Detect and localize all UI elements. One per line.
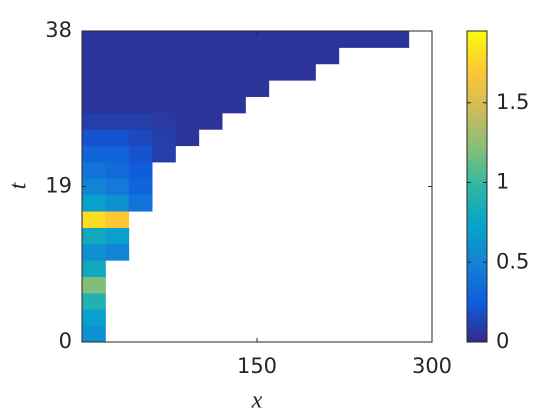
y-tick-label: 19: [45, 174, 72, 198]
heatmap-cell: [175, 96, 200, 114]
heatmap-cell: [198, 96, 223, 114]
heatmap-cell: [152, 112, 176, 130]
heatmap-cell: [152, 63, 176, 81]
heatmap-cell: [175, 63, 200, 81]
heatmap-cell: [198, 112, 223, 130]
heatmap-cell: [315, 47, 340, 65]
heatmap-cell: [152, 96, 176, 114]
heatmap-cell: [82, 112, 106, 130]
heatmap-cell: [105, 31, 130, 48]
heatmap-cell: [268, 31, 293, 48]
heatmap-cell: [82, 211, 106, 228]
colorbar-tick-label: 0.5: [496, 249, 529, 273]
heatmap-cell: [175, 47, 200, 65]
heatmap-cell: [268, 47, 293, 65]
heatmap-cell: [175, 80, 200, 97]
heatmap-cell: [128, 63, 153, 81]
heatmap-cell: [105, 47, 130, 65]
heatmap-cell: [128, 161, 153, 179]
heatmap-cell: [292, 31, 316, 48]
heatmap-cell: [105, 145, 130, 163]
heatmap-cell: [245, 47, 270, 65]
heatmap-cell: [82, 63, 106, 81]
heatmap-cell: [198, 31, 223, 48]
x-tick-label: 300: [412, 354, 452, 378]
heatmap-cell: [152, 47, 176, 65]
heatmap-cell: [175, 31, 200, 48]
heatmap-cell: [82, 194, 106, 212]
y-tick-label: 38: [45, 18, 72, 42]
heatmap-cell: [82, 260, 106, 278]
heatmap-cell: [105, 227, 130, 245]
heatmap-cell: [82, 243, 106, 261]
y-axis-label: t: [6, 181, 32, 189]
heatmap-cell: [128, 96, 153, 114]
colorbar-tick-label: 0: [496, 329, 509, 353]
heatmap-cell: [82, 276, 106, 294]
heatmap-cell: [82, 227, 106, 245]
heatmap-cell: [385, 31, 410, 48]
heatmap-cell: [82, 47, 106, 65]
heatmap-cell: [222, 96, 246, 114]
heatmap-cell: [82, 96, 106, 114]
y-tick-label: 0: [59, 329, 72, 353]
colorbar: [466, 30, 488, 343]
heatmap-cell: [128, 31, 153, 48]
heatmap-cell: [82, 309, 106, 327]
heatmap-cell: [82, 31, 106, 48]
heatmap-cell: [105, 96, 130, 114]
heatmap-cell: [105, 194, 130, 212]
heatmap-cell: [105, 112, 130, 130]
heatmap-cell: [268, 63, 293, 81]
heatmap-cell: [82, 325, 106, 343]
heatmap-cell: [338, 31, 363, 48]
heatmap-cell: [198, 63, 223, 81]
heatmap-cell: [152, 145, 176, 163]
heatmap-cell: [82, 80, 106, 97]
heatmap-cell: [128, 178, 153, 196]
heatmap-cell: [105, 161, 130, 179]
x-tick-label: 150: [237, 354, 277, 378]
heatmap-cell: [82, 129, 106, 147]
heatmap-cell: [128, 129, 153, 147]
heatmap-cell: [222, 47, 246, 65]
x-axis-label: x: [251, 388, 263, 414]
heatmap-cell: [105, 211, 130, 228]
heatmap-cell: [245, 63, 270, 81]
heatmap-cell: [82, 161, 106, 179]
heatmap-cell: [198, 80, 223, 97]
heatmap-cell: [128, 80, 153, 97]
heatmap-cell: [175, 129, 200, 147]
heatmap-cell: [105, 129, 130, 147]
heatmap-cell: [245, 80, 270, 97]
heatmap-cell: [222, 31, 246, 48]
heatmap-cell: [105, 80, 130, 97]
heatmap-cell: [245, 31, 270, 48]
heatmap-cell: [82, 178, 106, 196]
heatmap-cell: [152, 31, 176, 48]
heatmap-cell: [152, 80, 176, 97]
heatmap-cell: [82, 145, 106, 163]
heatmap-cell: [315, 31, 340, 48]
heatmap-cell: [175, 112, 200, 130]
heatmap-cell: [105, 63, 130, 81]
heatmap-cell: [105, 178, 130, 196]
heatmap-cell: [82, 292, 106, 310]
heatmap-cell: [128, 112, 153, 130]
heatmap-cell: [222, 80, 246, 97]
heatmap-cell: [128, 145, 153, 163]
heatmap-cell: [362, 31, 386, 48]
heatmap-cell: [105, 243, 130, 261]
heatmap-cell: [198, 47, 223, 65]
heatmap-cell: [152, 129, 176, 147]
heatmap-cell: [292, 63, 316, 81]
heatmap-cell: [128, 194, 153, 212]
heatmap-cell: [292, 47, 316, 65]
heatmap-cell: [128, 47, 153, 65]
heatmap-cell: [222, 63, 246, 81]
colorbar-tick-label: 1.5: [496, 90, 529, 114]
colorbar-tick-label: 1: [496, 170, 509, 194]
